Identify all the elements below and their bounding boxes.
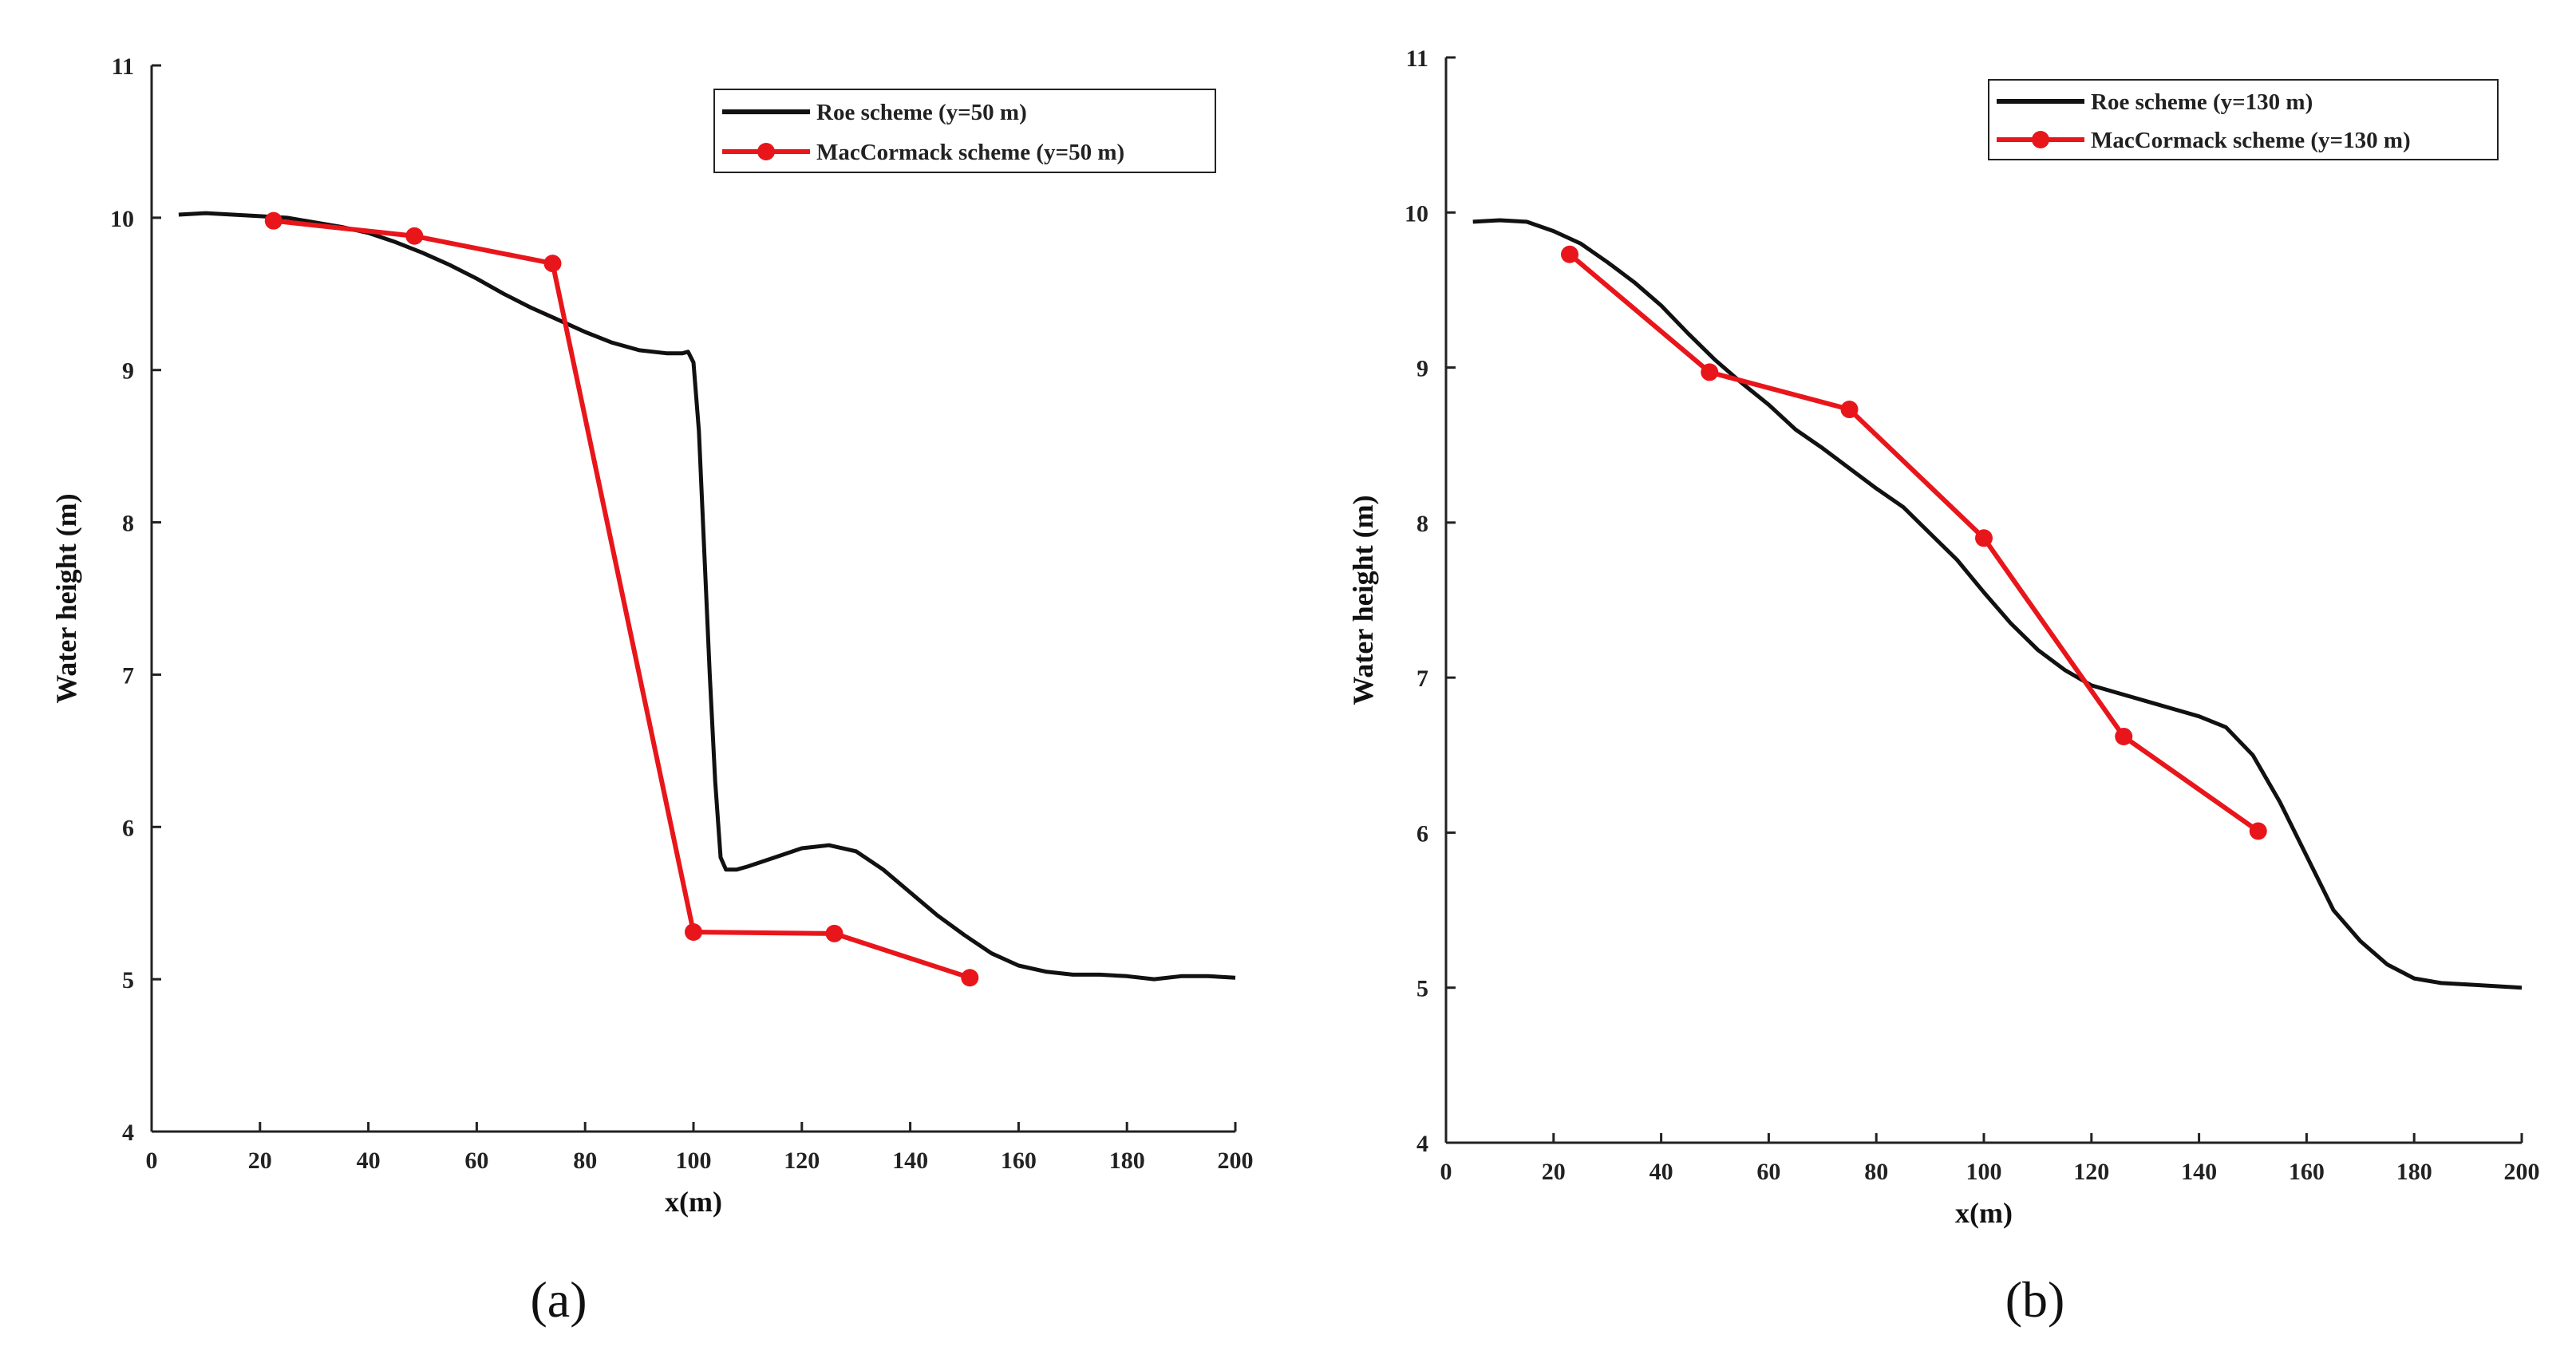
panel-a-maccormack-point	[825, 924, 844, 942]
panel-b-maccormack-point	[2115, 727, 2133, 745]
panel-a-maccormack-line	[273, 218, 971, 981]
panel-b-x-tick-label: 120	[2073, 1159, 2109, 1185]
panel-a-x-tick-label: 0	[146, 1148, 158, 1174]
panel-b-axes: 0 20 40 60 80 100 120 140 160 180 200 4 5 6 7 8 9 10 11	[1405, 45, 2540, 1185]
panel-b-legend-box	[1988, 79, 2499, 160]
panel-b-y-tick-label: 7	[1416, 666, 1428, 692]
panel-a-maccormack-point	[543, 255, 562, 273]
panel-b-legend-maccormack-label: MacCormack scheme (y=130 m)	[2091, 128, 2411, 153]
panel-b-x-tick-label: 80	[1864, 1159, 1888, 1185]
panel-b-y-tick-label: 9	[1416, 356, 1428, 382]
panel-b-x-tick-label: 60	[1756, 1159, 1780, 1185]
panel-a-y-tick-label: 11	[112, 53, 134, 80]
panel-a-x-tick-label: 200	[1218, 1148, 1254, 1174]
panel-a-maccormack-point	[685, 922, 702, 941]
panel-a-x-tick-label: 160	[1001, 1148, 1037, 1174]
panel-a-x-tick-label: 120	[784, 1148, 820, 1174]
panel-b-x-tick-label: 200	[2504, 1159, 2540, 1185]
panel-b-y-tick-label: 8	[1416, 511, 1428, 537]
panel-a-y-axis-label: Water height (m)	[50, 493, 82, 703]
panel-b-maccormack-point	[2249, 822, 2267, 840]
panel-b-legend-roe-label: Roe scheme (y=130 m)	[2091, 89, 2313, 115]
panel-b-caption-label: (b)	[2005, 1271, 2065, 1328]
panel-a-y-tick-label: 6	[122, 815, 134, 841]
panel-a-maccormack-point	[961, 969, 979, 987]
panel-a-legend: Roe scheme (y=50 m) MacCormack scheme (y…	[713, 89, 1216, 173]
panel-b-maccormack-point	[1701, 363, 1719, 381]
panel-b-y-tick-label: 11	[1406, 45, 1428, 72]
panel-a-legend-box	[713, 89, 1216, 173]
panel-b-x-tick-label: 160	[2289, 1159, 2325, 1185]
panel-a-y-tick-label: 9	[122, 358, 134, 385]
panel-a-x-tick-label: 20	[248, 1148, 272, 1174]
panel-a-maccormack-point	[264, 211, 282, 230]
panel-a-y-tick-label: 5	[122, 967, 134, 993]
panel-b-maccormack-point	[1840, 401, 1859, 419]
panel-b-legend: Roe scheme (y=130 m) MacCormack scheme (…	[1988, 79, 2499, 160]
panel-a-axes: 0 20 40 60 80 100 120 140 160 180 200 4 5 6 7 8 9 10 11	[110, 53, 1254, 1174]
panel-b-y-tick-label: 6	[1416, 820, 1428, 847]
panel-a-x-tick-label: 180	[1109, 1148, 1145, 1174]
panel-a-x-tick-label: 40	[357, 1148, 381, 1174]
panel-a-y-tick-label: 8	[122, 511, 134, 537]
panel-b-x-tick-label: 100	[1966, 1159, 2002, 1185]
panel-a-chart: 0 20 40 60 80 100 120 140 160 180 200 4 5 6 7 8 9 10 11 x…	[50, 53, 1254, 1328]
panel-a-roe-line	[178, 211, 1236, 982]
panel-b-chart: 0 20 40 60 80 100 120 140 160 180 200 4 5 6 7 8 9 10 11 x…	[1347, 45, 2540, 1328]
panel-b-y-axis-label: Water height (m)	[1347, 495, 1379, 705]
panel-b-maccormack-point	[1975, 529, 1993, 547]
panel-a-maccormack-point	[405, 227, 424, 245]
panel-b-maccormack-line	[1568, 252, 2260, 833]
panel-a-y-tick-label: 7	[122, 662, 134, 689]
panel-b-y-tick-label: 10	[1405, 200, 1428, 227]
panel-b-x-tick-label: 20	[1542, 1159, 1566, 1185]
panel-b-y-tick-label: 4	[1416, 1131, 1428, 1157]
panel-a-x-tick-label: 140	[892, 1148, 928, 1174]
panel-a-x-tick-label: 80	[573, 1148, 597, 1174]
panel-b-maccormack-point	[1561, 245, 1579, 263]
panel-b-y-tick-label: 5	[1416, 976, 1428, 1002]
panel-a-y-tick-label: 10	[110, 206, 134, 232]
panel-a-x-axis-label: x(m)	[665, 1186, 722, 1218]
panel-a-caption-label: (a)	[530, 1271, 587, 1328]
panel-b-x-tick-label: 180	[2396, 1159, 2432, 1185]
panel-a-y-tick-label: 4	[122, 1120, 134, 1146]
panel-b-x-tick-label: 40	[1650, 1159, 1673, 1185]
panel-a-x-tick-label: 60	[464, 1148, 488, 1174]
panel-b-roe-line	[1472, 218, 2523, 990]
panel-a-legend-roe-label: Roe scheme (y=50 m)	[816, 100, 1027, 125]
panel-b-x-tick-label: 0	[1440, 1159, 1452, 1185]
panel-a-legend-maccormack-marker	[757, 143, 775, 160]
panel-b-x-axis-label: x(m)	[1955, 1197, 2013, 1229]
panel-a-x-tick-label: 100	[676, 1148, 712, 1174]
panel-a-legend-maccormack-label: MacCormack scheme (y=50 m)	[816, 140, 1124, 165]
panel-b-legend-maccormack-marker	[2032, 131, 2049, 148]
panel-b-x-tick-label: 140	[2181, 1159, 2217, 1185]
